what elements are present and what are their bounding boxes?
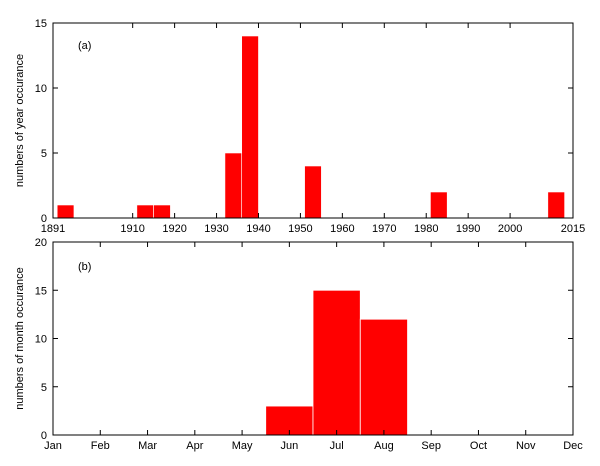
panel-a-y-tick-label: 15 <box>35 18 47 30</box>
panel-b-x-ticks: Jan Feb Mar Apr May Jun Jul Aug Sep Oct Nov Dec <box>44 242 583 452</box>
panel-a-x-tick-label: 1930 <box>204 223 228 235</box>
panel-a-bar-1936 <box>241 35 259 219</box>
panel-a-x-tick-label: 1891 <box>41 223 65 235</box>
panel-a-y-ticks: 0 5 10 15 <box>35 18 573 225</box>
panel-a-bar-1981 <box>430 191 448 219</box>
panel-b-x-tick-label: Dec <box>563 440 583 452</box>
panel-b-y-tick-label: 0 <box>41 430 47 442</box>
panel-a-x-tick-label: 1910 <box>120 223 144 235</box>
panel-a-y-axis-label: numbers of year occurance <box>14 54 26 187</box>
panel-b-y-tick-label: 15 <box>35 285 47 297</box>
panel-a-x-tick-label: 2000 <box>498 223 522 235</box>
panel-a-bars <box>56 35 565 219</box>
panel-a-bar-1911 <box>136 204 154 219</box>
panel-b-x-tick-label: Nov <box>516 440 536 452</box>
panel-a-label: (a) <box>78 40 91 52</box>
panel-b-y-tick-label: 20 <box>35 237 47 249</box>
panel-b-x-tick-label: Sep <box>421 440 441 452</box>
panel-b-x-tick-label: Oct <box>470 440 487 452</box>
panel-a-x-tick-label: 1940 <box>246 223 270 235</box>
panel-a-y-tick-label: 10 <box>35 83 47 95</box>
panel-b-x-tick-label: Jun <box>280 440 298 452</box>
panel-b-x-tick-label: Apr <box>186 440 203 452</box>
panel-a-bar-1915 <box>153 204 171 219</box>
panel-b-x-tick-label: Jul <box>330 440 344 452</box>
panel-b-x-tick-label: Mar <box>138 440 157 452</box>
panel-b-x-tick-label: May <box>232 440 253 452</box>
panel-a-bar-1951 <box>304 165 322 219</box>
panel-a-y-tick-label: 5 <box>41 148 47 160</box>
panel-a-x-ticks: 1891 1910 1920 1930 1940 1950 1960 1970 1980 1990… <box>41 23 585 235</box>
panel-a-bar-2009 <box>547 191 565 219</box>
panel-b-label: (b) <box>78 261 91 273</box>
panel-b-bar-aug <box>359 318 408 436</box>
panel-b-x-tick-label: Aug <box>374 440 394 452</box>
panel-a-x-tick-label: 1970 <box>372 223 396 235</box>
panel-a-x-tick-label: 1950 <box>288 223 312 235</box>
panel-b-y-tick-label: 10 <box>35 334 47 346</box>
panel-a-x-tick-label: 1990 <box>456 223 480 235</box>
panel-a-bar-1932 <box>224 152 243 219</box>
panel-a-x-tick-label: 2015 <box>561 223 585 235</box>
panel-b-y-tick-label: 5 <box>41 382 47 394</box>
panel-a-y-tick-label: 0 <box>41 213 47 225</box>
panel-b-x-tick-label: Feb <box>91 440 110 452</box>
panel-a-axes-box <box>52 22 574 219</box>
panel-b-y-ticks: 0 5 10 15 20 <box>35 237 573 442</box>
panel-a-bar-1892 <box>56 204 75 219</box>
panel-b-y-axis-label: numbers of month occurance <box>14 267 26 409</box>
panel-a-x-tick-label: 1920 <box>162 223 186 235</box>
panel-b-bar-jul <box>312 289 361 436</box>
panel-b-bars <box>265 289 408 436</box>
panel-a-x-tick-label: 1980 <box>414 223 438 235</box>
panel-a-x-tick-label: 1960 <box>330 223 354 235</box>
panel-b-x-tick-label: Jan <box>44 440 62 452</box>
panel-b-month-histogram: 0 5 10 15 20 Jan Feb Mar Apr May Jun Jul Aug Sep Oct N… <box>14 237 583 452</box>
